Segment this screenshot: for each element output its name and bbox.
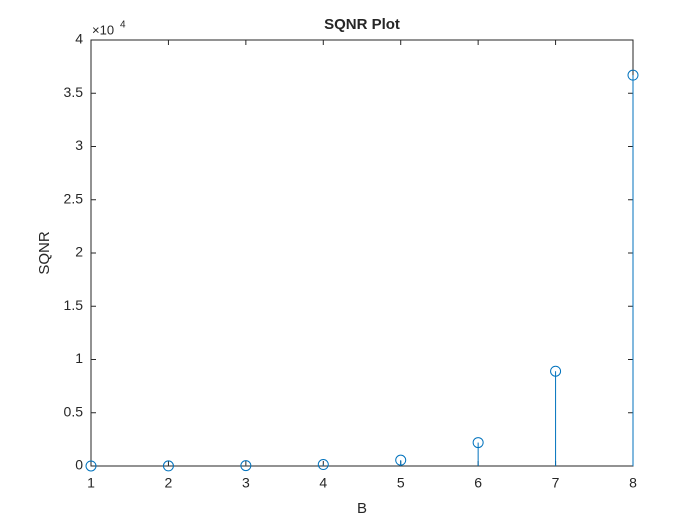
x-tick-label: 5 [397,475,405,491]
x-tick-label: 8 [629,475,637,491]
y-exponent: 4 [120,20,126,31]
x-tick-label: 3 [242,475,250,491]
stem-marker [395,454,407,466]
chart-title: SQNR Plot [324,16,400,33]
y-tick-label: 3.5 [64,84,84,100]
y-tick-label: 2 [75,244,83,260]
x-tick-label: 6 [474,475,482,491]
y-tick-label: 0 [75,457,83,473]
y-tick-label: 1.5 [64,297,84,313]
x-tick-label: 4 [319,475,327,491]
x-tick-label: 2 [165,475,173,491]
y-tick-label: 4 [75,31,83,47]
stem-marker [550,365,562,377]
x-axis-label: B [357,500,367,517]
stem-marker [317,459,329,471]
stem-marker [627,69,639,81]
x-tick-label: 7 [552,475,560,491]
y-axis-label: SQNR [36,231,53,275]
y-tick-label: 0.5 [64,403,84,419]
stem-marker [162,460,174,472]
stem-marker [240,460,252,472]
y-exponent-base: ×10 [92,22,114,37]
stem-marker [472,437,484,449]
y-tick-label: 2.5 [64,190,84,206]
y-tick-label: 3 [75,137,83,153]
y-tick-label: 1 [75,350,83,366]
plot-area [90,39,634,467]
x-tick-label: 1 [87,475,95,491]
stem-marker [85,460,97,472]
